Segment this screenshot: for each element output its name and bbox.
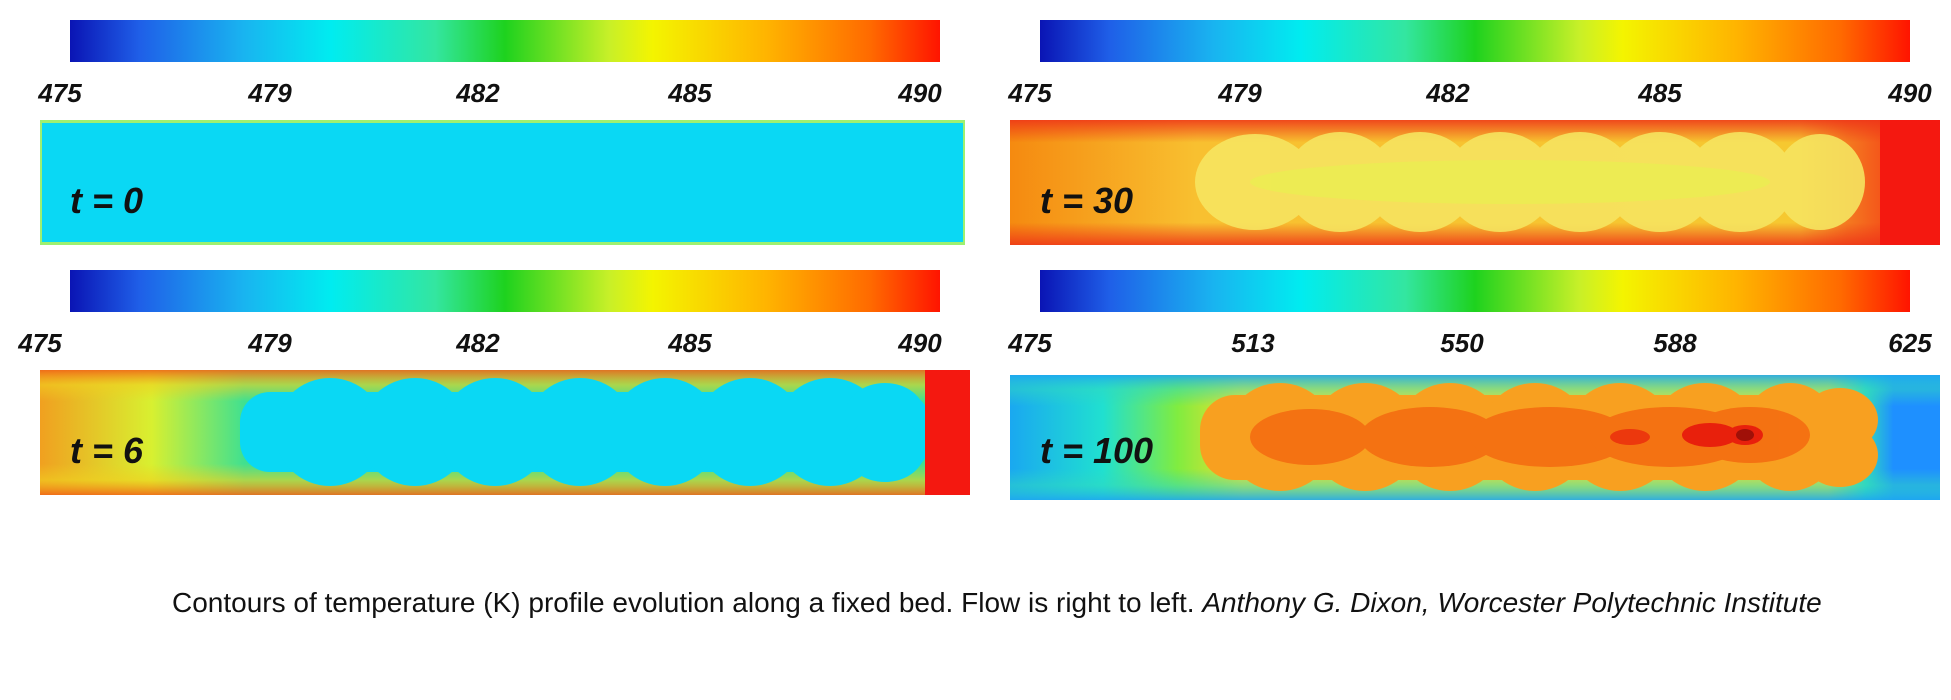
tick-label: 625	[1888, 328, 1932, 358]
caption-text: Contours of temperature (K) profile evol…	[172, 587, 1203, 618]
panel-t0: 475 479 482 485 490 t = 0	[38, 20, 980, 280]
tick-label: 485	[668, 78, 712, 108]
colorbar-t100	[1040, 270, 1910, 312]
bed-contour-t30	[1010, 120, 1940, 245]
colorbar-t30	[1040, 20, 1910, 62]
colorbar-ticks-t6: 475 479 482 485 490	[18, 328, 980, 358]
tick-label: 475	[38, 78, 82, 108]
tick-label: 475	[18, 328, 62, 358]
colorbar-ticks-t30: 475 479 482 485 490	[1008, 78, 1950, 108]
colorbar-ticks-t100: 475 513 550 588 625	[1008, 328, 1950, 358]
tick-label: 482	[456, 78, 500, 108]
tick-label: 588	[1653, 328, 1697, 358]
tick-label: 485	[1638, 78, 1682, 108]
tick-label: 479	[1218, 78, 1262, 108]
tick-label: 479	[248, 78, 292, 108]
time-label-t0: t = 0	[70, 180, 144, 221]
time-label-t100: t = 100	[1040, 430, 1154, 471]
colorbar-t0	[70, 20, 940, 62]
tick-label: 513	[1231, 328, 1275, 358]
colorbar-t6	[70, 270, 940, 312]
tick-label: 475	[1008, 78, 1052, 108]
tick-label: 550	[1440, 328, 1484, 358]
time-label-t30: t = 30	[1040, 180, 1134, 221]
tick-label: 490	[1888, 78, 1932, 108]
caption-author: Anthony G. Dixon, Worcester Polytechnic …	[1202, 587, 1822, 618]
tick-label: 482	[456, 328, 500, 358]
time-label-t6: t = 6	[70, 430, 144, 471]
tick-label: 485	[668, 328, 712, 358]
panel-t100: 475 513 550 588 625	[1008, 270, 1950, 530]
panel-t30: 475 479 482 485 490	[1008, 20, 1950, 280]
tick-label: 490	[898, 78, 942, 108]
tick-label: 479	[248, 328, 292, 358]
bed-contour-t100	[1010, 375, 1940, 500]
bed-contour-t6	[40, 370, 970, 495]
tick-label: 475	[1008, 328, 1052, 358]
tick-label: 490	[898, 328, 942, 358]
colorbar-ticks-t0: 475 479 482 485 490	[38, 78, 980, 108]
tick-label: 482	[1426, 78, 1470, 108]
panel-t6: 475 479 482 485 490	[18, 270, 980, 530]
figure-caption: Contours of temperature (K) profile evol…	[172, 572, 1872, 634]
bed-contour-t0	[40, 120, 970, 245]
